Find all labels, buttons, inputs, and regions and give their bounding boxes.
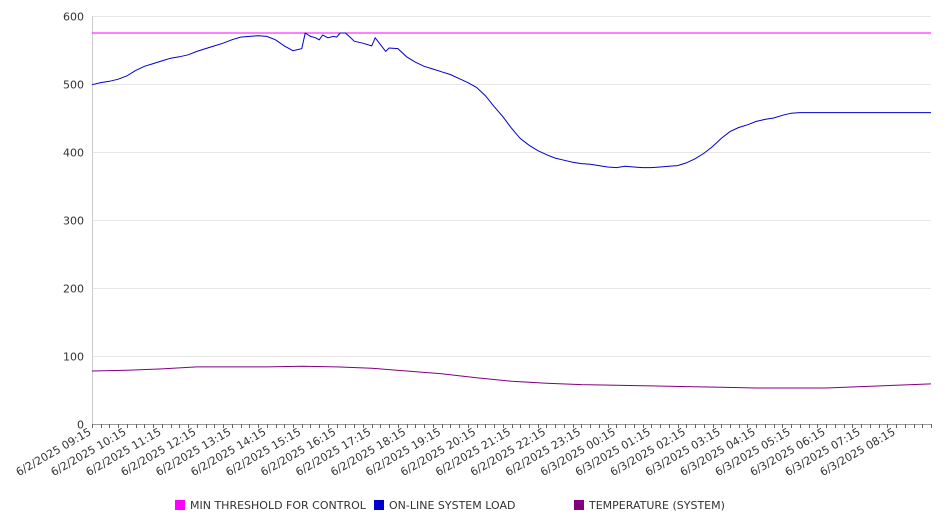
y-tick-label: 200: [63, 283, 84, 296]
series-line-1: [91, 32, 931, 169]
legend: MIN THRESHOLD FOR CONTROL ON-LINE SYSTEM …: [175, 499, 725, 512]
grid-lines: [92, 16, 931, 357]
y-tick-label: 400: [63, 147, 84, 160]
legend-swatch-2: [574, 500, 584, 510]
legend-label-0: MIN THRESHOLD FOR CONTROL: [190, 499, 367, 512]
y-tick-label: 300: [63, 215, 84, 228]
y-tick-label: 500: [63, 79, 84, 92]
legend-label-1: ON-LINE SYSTEM LOAD: [389, 499, 515, 512]
series-lines: [91, 32, 932, 389]
y-tick-label: 100: [63, 351, 84, 364]
legend-swatch-1: [374, 500, 384, 510]
y-tick-label: 600: [63, 11, 84, 24]
axes: [92, 16, 932, 428]
series-line-2: [91, 365, 932, 389]
y-tick-labels: 0 100 200 300 400 500 600: [63, 11, 84, 432]
legend-label-2: TEMPERATURE (SYSTEM): [588, 499, 725, 512]
legend-swatch-0: [175, 500, 185, 510]
y-tick-label: 0: [77, 419, 84, 432]
x-tick-labels: 6/2/2025 09:156/2/2025 10:156/2/2025 11:…: [14, 425, 898, 479]
